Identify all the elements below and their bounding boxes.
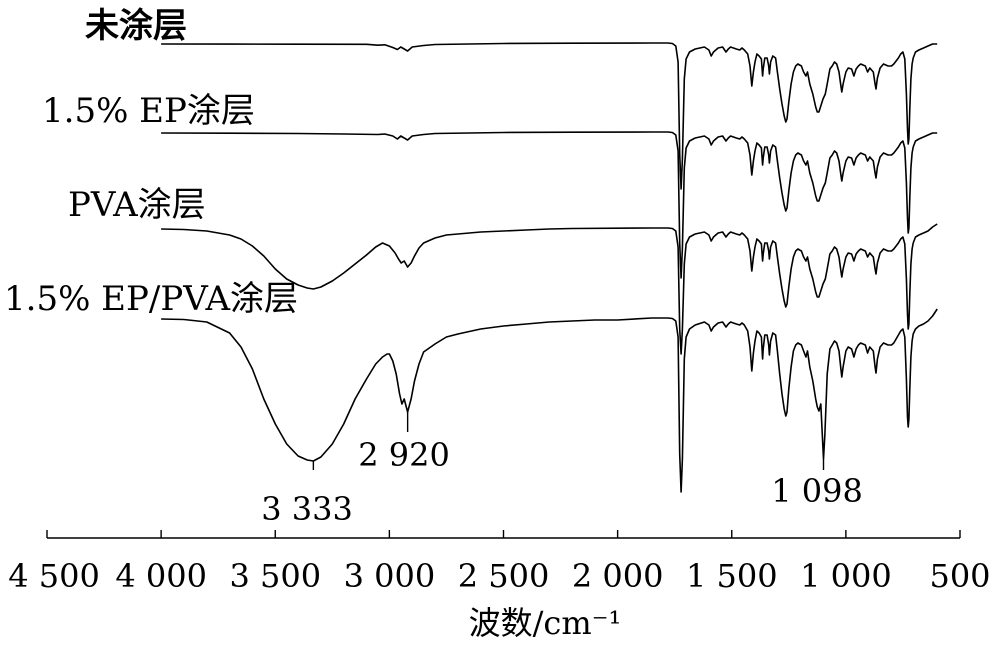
series-label-group: 未涂层 1.5% EP涂层 PVA涂层 1.5% EP/PVA涂层 — [4, 6, 298, 319]
series-label: 1.5% EP涂层 — [42, 91, 255, 131]
x-axis: 4 500 4 000 3 500 3 000 2 500 2 000 1 500 1 000… — [8, 530, 991, 595]
x-tick-label: 4 000 — [115, 557, 207, 595]
series-label: 1.5% EP/PVA涂层 — [4, 279, 298, 319]
peak-annotation: 1 098 — [771, 472, 863, 510]
series-line — [161, 308, 938, 493]
series-label: PVA涂层 — [68, 185, 206, 225]
series-line — [161, 131, 938, 279]
series-line — [161, 42, 938, 190]
series-line — [161, 223, 938, 355]
series-label: 未涂层 — [85, 6, 187, 46]
x-tick-label: 2 000 — [572, 557, 664, 595]
x-tick-label: 1 000 — [800, 557, 892, 595]
peak-annotation: 3 333 — [261, 490, 353, 528]
x-tick-label: 1 500 — [686, 557, 778, 595]
peak-annotation: 2 920 — [358, 436, 450, 474]
x-axis-title: 波数/cm⁻¹ — [469, 604, 622, 642]
x-tick-label: 3 500 — [229, 557, 321, 595]
x-tick-label: 4 500 — [8, 557, 100, 595]
x-tick-label: 500 — [929, 557, 990, 595]
x-tick-label: 3 000 — [344, 557, 436, 595]
x-tick-label: 2 500 — [458, 557, 550, 595]
series-group — [161, 42, 938, 493]
